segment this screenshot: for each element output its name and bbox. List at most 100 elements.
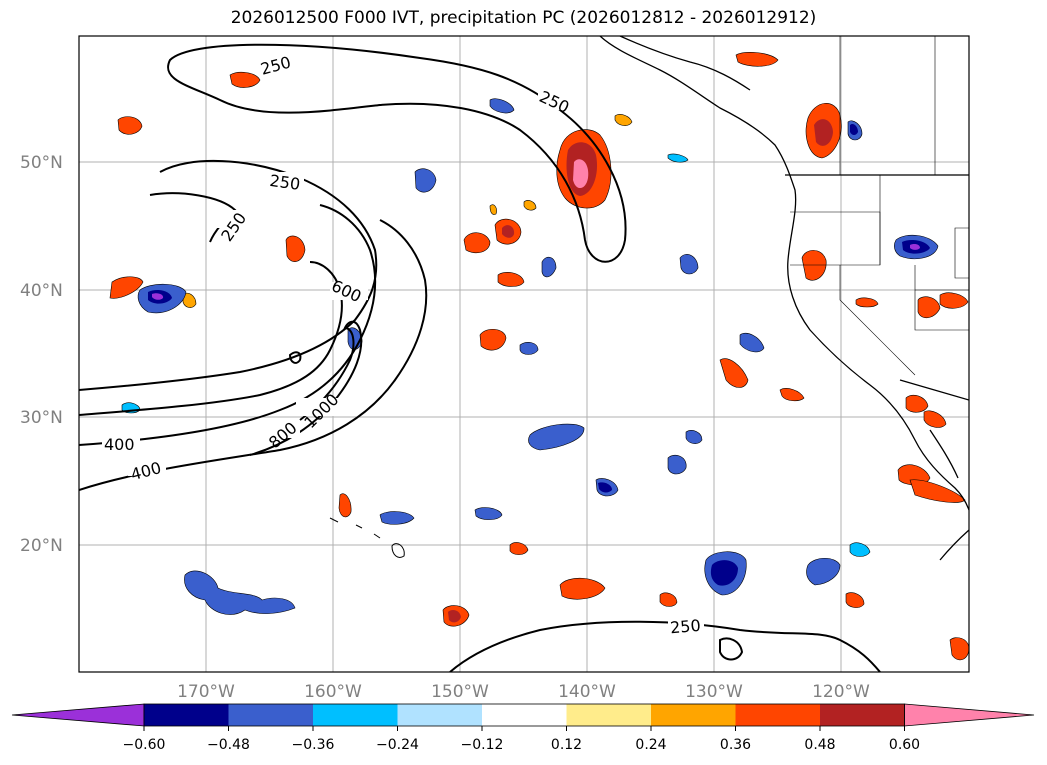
colorbar-high-extend bbox=[904, 703, 1035, 727]
precip-blob bbox=[923, 410, 947, 428]
contour-label-250c: 250 bbox=[268, 171, 301, 194]
precip-blob bbox=[855, 297, 879, 308]
precip-blob bbox=[910, 244, 920, 250]
precip-blob bbox=[814, 119, 833, 146]
colorbar-tick-label: −0.24 bbox=[376, 737, 419, 753]
precip-blob bbox=[285, 235, 306, 262]
precip-blob bbox=[679, 254, 699, 275]
lat-label-50n: 50°N bbox=[20, 153, 63, 173]
precip-blob bbox=[897, 464, 931, 486]
hawaii-islands bbox=[329, 517, 405, 558]
precip-blob bbox=[739, 332, 765, 353]
longitude-labels: 170°W 160°W 150°W 140°W 130°W 120°W bbox=[177, 682, 870, 702]
precip-blob bbox=[917, 296, 941, 319]
colorbar-tick-label: −0.60 bbox=[123, 737, 166, 753]
lat-label-40n: 40°N bbox=[20, 281, 63, 301]
contour-label-400a: 400 bbox=[104, 435, 135, 454]
colorbar: −0.60 −0.48 −0.36 −0.24 −0.12 0.12 0.24 … bbox=[11, 703, 1035, 753]
lon-label-130w: 130°W bbox=[685, 682, 743, 702]
colorbar-segment bbox=[313, 704, 398, 726]
precip-blob bbox=[667, 455, 687, 475]
plot-title: 2026012500 F000 IVT, precipitation PC (2… bbox=[230, 8, 817, 28]
precip-blob bbox=[502, 225, 515, 238]
precip-blob bbox=[659, 592, 678, 607]
precip-blob bbox=[559, 577, 606, 600]
colorbar-tick-label: 0.24 bbox=[635, 737, 666, 753]
precip-blob bbox=[710, 560, 738, 586]
lon-label-120w: 120°W bbox=[812, 682, 870, 702]
graticule bbox=[79, 36, 969, 672]
lat-label-20n: 20°N bbox=[20, 536, 63, 556]
precip-blob bbox=[735, 51, 779, 67]
precip-blob bbox=[184, 570, 296, 615]
lon-label-160w: 160°W bbox=[304, 682, 362, 702]
colorbar-tick-label: −0.12 bbox=[461, 737, 504, 753]
colorbar-segment bbox=[735, 704, 820, 726]
map-frame bbox=[78, 35, 970, 673]
ivt-contour-250-south bbox=[449, 620, 881, 672]
precip-blob bbox=[850, 123, 858, 135]
precip-blob bbox=[497, 272, 525, 287]
precip-blob bbox=[379, 511, 415, 525]
precip-blob bbox=[845, 592, 865, 608]
precip-blob bbox=[573, 159, 589, 189]
colorbar-segment bbox=[144, 704, 229, 726]
latitude-labels: 50°N 40°N 30°N 20°N bbox=[20, 153, 63, 556]
colorbar-segment bbox=[397, 704, 482, 726]
precip-blob bbox=[489, 98, 515, 114]
precip-blob bbox=[905, 394, 929, 413]
precip-blob bbox=[949, 637, 969, 661]
colorbar-segment bbox=[228, 704, 313, 726]
precip-blob bbox=[182, 292, 197, 308]
precip-blob bbox=[801, 250, 827, 281]
precip-blob bbox=[109, 276, 144, 299]
baja-coast bbox=[929, 429, 959, 479]
precip-blob bbox=[779, 388, 805, 402]
precip-blob bbox=[414, 168, 437, 193]
ivt-contour-small bbox=[288, 351, 302, 364]
precip-blob bbox=[528, 423, 585, 451]
ivt-contour-250-west bbox=[79, 159, 378, 391]
contour-label-250e: 250 bbox=[669, 616, 701, 638]
colorbar-segment bbox=[482, 704, 567, 726]
state-borders bbox=[790, 36, 969, 376]
precip-blob bbox=[117, 116, 143, 135]
precip-blob bbox=[229, 71, 261, 88]
ivt-contour-250-inner bbox=[149, 192, 237, 243]
precip-blob bbox=[806, 557, 841, 586]
coastline-north-america bbox=[599, 36, 969, 511]
precip-blob bbox=[685, 430, 703, 444]
coastline-alaska bbox=[619, 36, 751, 91]
ivt-contour-250-north bbox=[167, 43, 627, 263]
precip-blob bbox=[667, 153, 689, 163]
colorbar-ticks bbox=[143, 726, 905, 731]
ivt-contour-small bbox=[719, 637, 744, 661]
precip-blob bbox=[614, 114, 633, 126]
ivt-contour-outer bbox=[79, 204, 377, 446]
precip-blob bbox=[479, 329, 507, 351]
precip-blob bbox=[463, 232, 491, 254]
precip-blob bbox=[489, 204, 497, 215]
precip-blob bbox=[719, 358, 749, 388]
precip-blob bbox=[519, 341, 539, 355]
precip-blob bbox=[509, 542, 529, 555]
precip-blob bbox=[338, 493, 352, 518]
precip-blob bbox=[152, 293, 164, 300]
ivt-contour-labels: 250 250 250 250 250 600 800 1000 400 400 bbox=[102, 53, 704, 638]
precip-negative-anomalies bbox=[121, 98, 939, 615]
colorbar-low-extend bbox=[11, 703, 145, 727]
colorbar-tick-label: −0.48 bbox=[207, 737, 250, 753]
precip-blob bbox=[849, 542, 871, 557]
ivt-contour-400 bbox=[79, 219, 428, 491]
precip-blob bbox=[474, 507, 503, 520]
colorbar-segment bbox=[651, 704, 736, 726]
precip-blob bbox=[523, 200, 537, 211]
lat-label-30n: 30°N bbox=[20, 408, 63, 428]
lon-label-170w: 170°W bbox=[177, 682, 235, 702]
colorbar-tick-label: −0.36 bbox=[292, 737, 335, 753]
colorbar-segment bbox=[820, 704, 905, 726]
lon-label-140w: 140°W bbox=[558, 682, 616, 702]
colorbar-segment bbox=[566, 704, 651, 726]
colorbar-tick-label: 0.36 bbox=[720, 737, 751, 753]
